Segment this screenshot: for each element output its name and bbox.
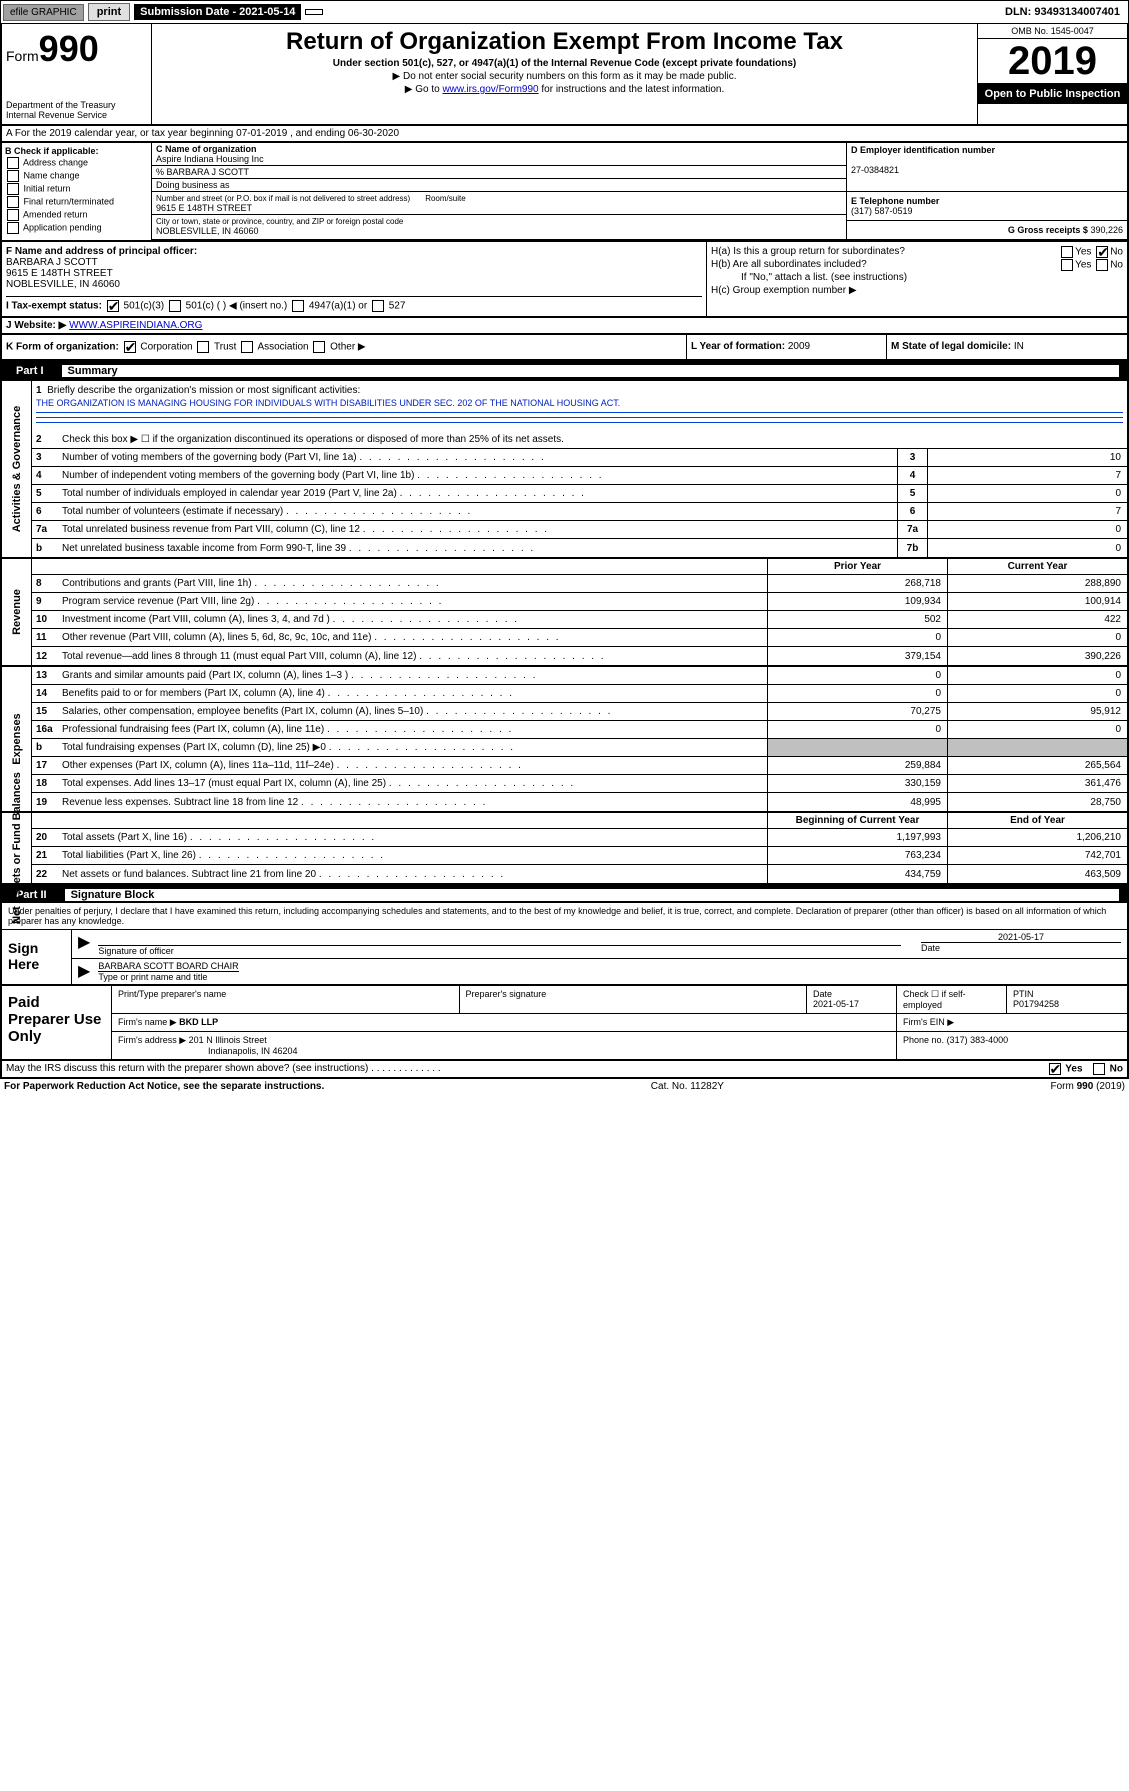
section-m: M State of legal domicile: IN (887, 335, 1127, 359)
form-header: Form990 Department of the Treasury Inter… (0, 24, 1129, 126)
summary-line-12: 12Total revenue—add lines 8 through 11 (… (32, 647, 1127, 665)
block-bcdefg: B Check if applicable: Address change Na… (0, 143, 1129, 242)
omb-number: OMB No. 1545-0047 (978, 24, 1127, 39)
summary-line-16a: 16aProfessional fundraising fees (Part I… (32, 721, 1127, 739)
paid-preparer: Paid Preparer Use Only Print/Type prepar… (0, 986, 1129, 1061)
irs-label: Internal Revenue Service (6, 110, 147, 120)
mission-text: THE ORGANIZATION IS MANAGING HOUSING FOR… (36, 398, 1123, 408)
summary-line-13: 13Grants and similar amounts paid (Part … (32, 667, 1127, 685)
discuss-row: May the IRS discuss this return with the… (0, 1061, 1129, 1079)
section-eg: E Telephone number(317) 587-0519 G Gross… (847, 192, 1127, 239)
summary-line-21: 21Total liabilities (Part X, line 26) 76… (32, 847, 1127, 865)
paid-label: Paid Preparer Use Only (2, 986, 112, 1059)
tab-revenue: Revenue (2, 559, 32, 665)
summary-line-b: bTotal fundraising expenses (Part IX, co… (32, 739, 1127, 757)
corp-checkbox[interactable] (124, 341, 136, 353)
section-b: B Check if applicable: Address change Na… (2, 143, 152, 240)
summary-line-8: 8Contributions and grants (Part VIII, li… (32, 575, 1127, 593)
top-bar: efile GRAPHIC print Submission Date - 20… (0, 0, 1129, 24)
perjury-declaration: Under penalties of perjury, I declare th… (2, 903, 1127, 930)
summary-line-22: 22Net assets or fund balances. Subtract … (32, 865, 1127, 883)
form-title: Return of Organization Exempt From Incom… (162, 28, 967, 56)
summary-line-15: 15Salaries, other compensation, employee… (32, 703, 1127, 721)
tab-netassets: Net Assets or Fund Balances (2, 813, 32, 883)
summary-netassets: Net Assets or Fund Balances Beginning of… (0, 813, 1129, 885)
section-address: Number and street (or P.O. box if mail i… (152, 192, 847, 239)
subtitle-2: ▶ Do not enter social security numbers o… (162, 71, 967, 82)
part2-header: Part IISignature Block (0, 885, 1129, 903)
summary-line-14: 14Benefits paid to or for members (Part … (32, 685, 1127, 703)
form-number: Form990 (6, 28, 147, 70)
section-l: L Year of formation: 2009 (687, 335, 887, 359)
open-public-badge: Open to Public Inspection (978, 84, 1127, 104)
footer: For Paperwork Reduction Act Notice, see … (0, 1079, 1129, 1094)
tab-governance: Activities & Governance (2, 381, 32, 557)
part1-header: Part ISummary (0, 361, 1129, 379)
section-a: A For the 2019 calendar year, or tax yea… (0, 126, 1129, 143)
section-c: C Name of organizationAspire Indiana Hou… (152, 143, 847, 191)
row-fh: F Name and address of principal officer:… (0, 242, 1129, 318)
row-klm: K Form of organization: Corporation Trus… (0, 335, 1129, 361)
summary-line-17: 17Other expenses (Part IX, column (A), l… (32, 757, 1127, 775)
discuss-yes[interactable] (1049, 1063, 1061, 1075)
summary-line-11: 11Other revenue (Part VIII, column (A), … (32, 629, 1127, 647)
submission-date-box (305, 9, 323, 15)
efile-button[interactable]: efile GRAPHIC (3, 4, 84, 21)
section-h: H(a) Is this a group return for subordin… (707, 242, 1127, 316)
summary-line-6: 6Total number of volunteers (estimate if… (32, 503, 1127, 521)
signature-block: Under penalties of perjury, I declare th… (0, 903, 1129, 986)
irs-link[interactable]: www.irs.gov/Form990 (442, 84, 538, 95)
summary-line-5: 5Total number of individuals employed in… (32, 485, 1127, 503)
website-link[interactable]: WWW.ASPIREINDIANA.ORG (69, 320, 202, 331)
section-k: K Form of organization: Corporation Trus… (2, 335, 687, 359)
section-j: J Website: ▶ WWW.ASPIREINDIANA.ORG (0, 318, 1129, 335)
summary-governance: Activities & Governance 1 Briefly descri… (0, 379, 1129, 559)
summary-revenue: Revenue Prior YearCurrent Year 8Contribu… (0, 559, 1129, 667)
summary-line-4: 4Number of independent voting members of… (32, 467, 1127, 485)
dept-treasury: Department of the Treasury (6, 100, 147, 110)
line-1: 1 Briefly describe the organization's mi… (32, 381, 1127, 431)
print-button[interactable]: print (88, 3, 130, 21)
submission-date-label: Submission Date - 2021-05-14 (134, 4, 301, 20)
dln: DLN: 93493134007401 (1005, 6, 1126, 18)
subtitle-3: ▶ Go to www.irs.gov/Form990 for instruct… (162, 84, 967, 95)
summary-line-18: 18Total expenses. Add lines 13–17 (must … (32, 775, 1127, 793)
subtitle-1: Under section 501(c), 527, or 4947(a)(1)… (162, 58, 967, 69)
summary-line-10: 10Investment income (Part VIII, column (… (32, 611, 1127, 629)
tax-year: 2019 (978, 39, 1127, 84)
summary-line-7a: 7aTotal unrelated business revenue from … (32, 521, 1127, 539)
section-d: D Employer identification number27-03848… (847, 143, 1127, 191)
501c3-checkbox[interactable] (107, 300, 119, 312)
section-f: F Name and address of principal officer:… (2, 242, 707, 316)
summary-line-20: 20Total assets (Part X, line 16) 1,197,9… (32, 829, 1127, 847)
group-return-no[interactable] (1096, 246, 1108, 258)
sign-here-label: Sign Here (2, 930, 72, 984)
summary-expenses: Expenses 13Grants and similar amounts pa… (0, 667, 1129, 813)
summary-line-19: 19Revenue less expenses. Subtract line 1… (32, 793, 1127, 811)
summary-line-b: bNet unrelated business taxable income f… (32, 539, 1127, 557)
summary-line-9: 9Program service revenue (Part VIII, lin… (32, 593, 1127, 611)
summary-line-3: 3Number of voting members of the governi… (32, 449, 1127, 467)
